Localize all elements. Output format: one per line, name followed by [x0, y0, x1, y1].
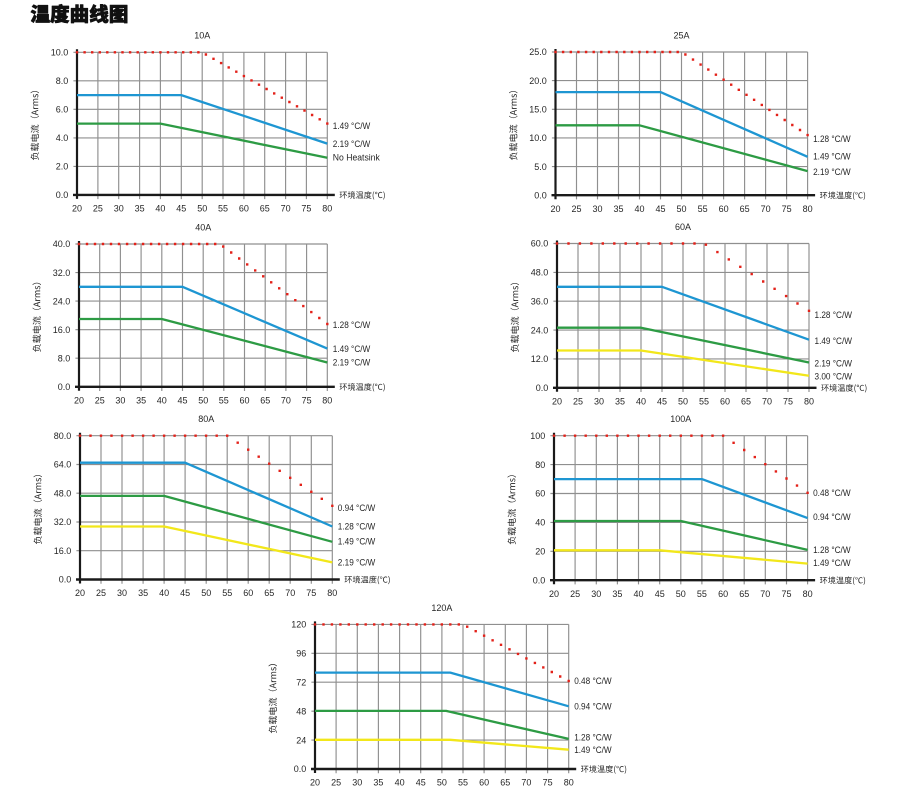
svg-text:2.19 °C/W: 2.19 °C/W — [333, 358, 371, 368]
svg-text:20.0: 20.0 — [529, 76, 547, 86]
svg-text:10.0: 10.0 — [529, 133, 547, 143]
svg-text:2.19 °C/W: 2.19 °C/W — [813, 167, 851, 177]
svg-text:64.0: 64.0 — [54, 460, 72, 470]
svg-text:0.48 °C/W: 0.48 °C/W — [813, 488, 851, 498]
svg-text:0.0: 0.0 — [59, 575, 72, 585]
svg-text:1.28 °C/W: 1.28 °C/W — [333, 320, 371, 330]
svg-text:2.0: 2.0 — [56, 162, 69, 172]
svg-text:4.0: 4.0 — [56, 133, 69, 143]
svg-text:2.19 °C/W: 2.19 °C/W — [338, 558, 376, 568]
svg-text:0.48 °C/W: 0.48 °C/W — [574, 676, 612, 686]
svg-text:100A: 100A — [670, 414, 691, 424]
svg-text:10A: 10A — [194, 31, 210, 41]
svg-text:16.0: 16.0 — [53, 325, 71, 335]
svg-text:80A: 80A — [198, 414, 214, 424]
svg-text:80.0: 80.0 — [54, 431, 72, 441]
svg-text:2.19 °C/W: 2.19 °C/W — [333, 139, 371, 149]
svg-text:80: 80 — [535, 460, 545, 470]
svg-text:6.0: 6.0 — [56, 105, 69, 115]
svg-text:8.0: 8.0 — [56, 76, 69, 86]
svg-text:1.28 °C/W: 1.28 °C/W — [574, 733, 612, 743]
svg-text:36.0: 36.0 — [531, 296, 549, 306]
svg-text:32.0: 32.0 — [53, 268, 71, 278]
svg-text:1.49 °C/W: 1.49 °C/W — [813, 152, 851, 162]
svg-text:15.0: 15.0 — [529, 105, 547, 115]
svg-text:12.0: 12.0 — [531, 354, 549, 364]
svg-text:40.0: 40.0 — [53, 239, 71, 249]
svg-text:5.0: 5.0 — [534, 162, 547, 172]
svg-text:48: 48 — [296, 706, 306, 716]
svg-text:120: 120 — [291, 620, 306, 630]
svg-text:40A: 40A — [195, 222, 211, 232]
svg-text:60.0: 60.0 — [531, 239, 549, 249]
svg-text:1.28 °C/W: 1.28 °C/W — [813, 545, 851, 555]
svg-text:0.0: 0.0 — [533, 575, 546, 585]
svg-text:1.49 °C/W: 1.49 °C/W — [815, 336, 853, 346]
svg-text:1.49 °C/W: 1.49 °C/W — [574, 745, 612, 755]
svg-text:24: 24 — [296, 735, 306, 745]
svg-text:1.49 °C/W: 1.49 °C/W — [333, 344, 371, 354]
svg-text:1.28 °C/W: 1.28 °C/W — [813, 134, 851, 144]
svg-text:1.49 °C/W: 1.49 °C/W — [338, 537, 376, 547]
svg-text:25.0: 25.0 — [529, 47, 547, 57]
svg-text:48.0: 48.0 — [531, 268, 549, 278]
svg-text:32.0: 32.0 — [54, 517, 72, 527]
svg-text:1.49 °C/W: 1.49 °C/W — [333, 121, 371, 131]
svg-text:0.0: 0.0 — [56, 190, 69, 200]
svg-text:40: 40 — [535, 518, 545, 528]
svg-text:0.94 °C/W: 0.94 °C/W — [813, 512, 851, 522]
svg-text:20: 20 — [535, 547, 545, 557]
svg-text:1.28 °C/W: 1.28 °C/W — [815, 310, 853, 320]
svg-text:1.49 °C/W: 1.49 °C/W — [813, 558, 851, 568]
svg-text:16.0: 16.0 — [54, 546, 72, 556]
svg-text:0.0: 0.0 — [536, 383, 549, 393]
svg-text:60A: 60A — [675, 222, 691, 232]
svg-text:25A: 25A — [673, 30, 689, 40]
svg-text:8.0: 8.0 — [58, 353, 71, 363]
svg-text:100: 100 — [530, 431, 545, 441]
svg-text:3.00 °C/W: 3.00 °C/W — [815, 372, 853, 382]
svg-text:No Heatsink: No Heatsink — [333, 153, 380, 163]
svg-text:2.19 °C/W: 2.19 °C/W — [815, 359, 853, 369]
svg-text:60: 60 — [535, 489, 545, 499]
svg-text:0.0: 0.0 — [534, 190, 547, 200]
svg-text:0.0: 0.0 — [58, 382, 71, 392]
svg-text:10.0: 10.0 — [51, 48, 69, 58]
svg-text:96: 96 — [296, 649, 306, 659]
svg-text:120A: 120A — [431, 603, 452, 613]
svg-text:0.94 °C/W: 0.94 °C/W — [338, 503, 376, 513]
svg-text:0.94 °C/W: 0.94 °C/W — [574, 702, 612, 712]
svg-text:1.28 °C/W: 1.28 °C/W — [338, 522, 376, 532]
svg-text:24.0: 24.0 — [53, 296, 71, 306]
svg-text:48.0: 48.0 — [54, 488, 72, 498]
svg-text:0.0: 0.0 — [294, 764, 307, 774]
svg-text:72: 72 — [296, 677, 306, 687]
svg-text:24.0: 24.0 — [531, 325, 549, 335]
